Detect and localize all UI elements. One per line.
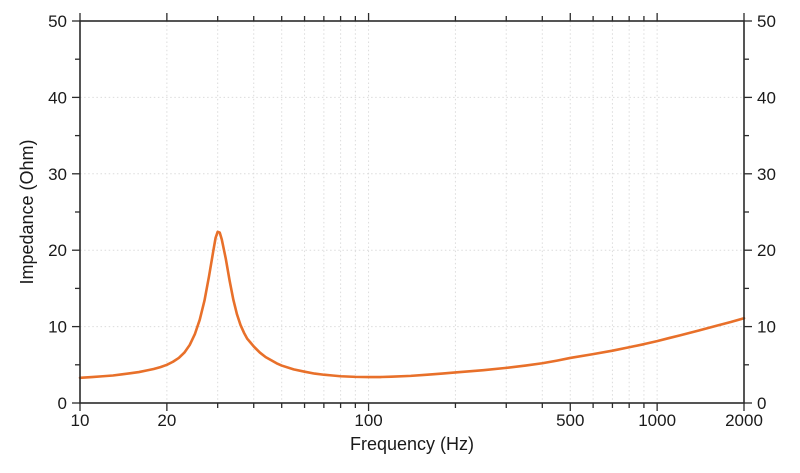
impedance-curve <box>78 230 746 380</box>
x-axis-label: Frequency (Hz) <box>350 434 474 454</box>
x-tick-label: 500 <box>556 411 584 430</box>
x-tick-label: 1000 <box>638 411 676 430</box>
y-tick-label-left: 20 <box>48 241 67 260</box>
y-tick-label-right: 50 <box>757 12 776 31</box>
x-tick-label: 100 <box>354 411 382 430</box>
axes <box>72 13 752 411</box>
x-tick-label: 20 <box>157 411 176 430</box>
y-tick-label-left: 0 <box>58 394 67 413</box>
y-tick-label-left: 10 <box>48 318 67 337</box>
y-tick-label-left: 50 <box>48 12 67 31</box>
y-tick-label-right: 30 <box>757 165 776 184</box>
x-tick-label: 2000 <box>725 411 763 430</box>
y-tick-label-left: 30 <box>48 165 67 184</box>
x-tick-label: 10 <box>71 411 90 430</box>
y-tick-label-right: 20 <box>757 241 776 260</box>
impedance-curve-path <box>78 230 746 380</box>
y-tick-label-right: 10 <box>757 318 776 337</box>
y-tick-label-left: 40 <box>48 88 67 107</box>
y-axis-label: Impedance (Ohm) <box>17 139 37 284</box>
y-tick-label-right: 0 <box>757 394 766 413</box>
y-tick-label-right: 40 <box>757 88 776 107</box>
gridlines <box>80 21 744 403</box>
